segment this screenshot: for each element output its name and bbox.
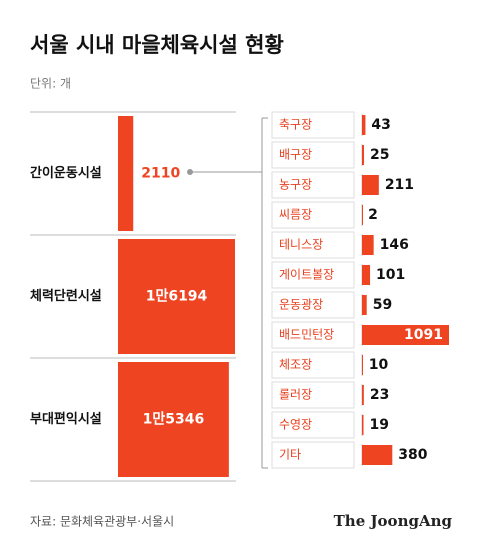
- label-box: [271, 171, 355, 199]
- value-label: 146: [380, 237, 409, 253]
- value-label: 380: [398, 447, 427, 463]
- value-label: 59: [373, 297, 392, 313]
- bar: [118, 362, 229, 477]
- category-label: 롤러장: [279, 388, 312, 402]
- value-label: 2: [368, 207, 378, 223]
- label-box: [271, 261, 355, 289]
- bar: [362, 445, 393, 465]
- value-label: 1만6194: [146, 289, 208, 305]
- value-label: 19: [370, 417, 389, 433]
- label-box: [271, 411, 355, 439]
- label-box: [271, 141, 355, 169]
- category-label: 체조장: [279, 358, 312, 372]
- label-box: [271, 351, 355, 379]
- label-box: [271, 321, 355, 349]
- bar: [362, 355, 363, 375]
- bar: [118, 116, 134, 231]
- value-label: 10: [369, 357, 389, 373]
- category-label: 축구장: [279, 118, 312, 132]
- category-label: 배드민턴장: [279, 328, 334, 342]
- category-label: 부대편익시설: [30, 411, 102, 427]
- bar: [362, 145, 364, 165]
- value-label: 211: [385, 177, 414, 193]
- label-box: [271, 111, 355, 139]
- connector-dot: [187, 169, 193, 175]
- bar: [362, 415, 364, 435]
- credit: The JoongAng: [334, 512, 453, 530]
- bar: [362, 235, 374, 255]
- bar: [362, 115, 366, 135]
- category-label: 간이운동시설: [30, 165, 102, 181]
- value-label: 25: [370, 147, 389, 163]
- value-label: 43: [371, 117, 390, 133]
- bar: [362, 325, 449, 345]
- category-label: 수영장: [279, 418, 312, 432]
- bar: [118, 239, 235, 354]
- label-box: [271, 231, 355, 259]
- category-label: 기타: [279, 448, 301, 462]
- label-box: [271, 441, 355, 469]
- bar: [362, 175, 379, 195]
- value-label: 1091: [404, 327, 443, 343]
- category-label: 씨름장: [279, 208, 312, 222]
- bar: [362, 385, 364, 405]
- chart-title: 서울 시내 마을체육시설 현황: [30, 33, 284, 57]
- value-label: 1만5346: [143, 412, 205, 428]
- category-label: 테니스장: [279, 238, 323, 252]
- label-box: [271, 201, 355, 229]
- bar: [362, 295, 367, 315]
- bar: [362, 265, 371, 285]
- label-box: [271, 381, 355, 409]
- category-label: 배구장: [279, 148, 312, 162]
- value-label: 101: [376, 267, 405, 283]
- bar: [362, 205, 363, 225]
- category-label: 체력단련시설: [30, 288, 102, 304]
- value-label: 2110: [141, 166, 180, 182]
- value-label: 23: [370, 387, 389, 403]
- unit: 단위: 개: [30, 77, 71, 91]
- label-box: [271, 291, 355, 319]
- category-label: 농구장: [279, 178, 312, 192]
- category-label: 운동광장: [279, 298, 323, 312]
- category-label: 게이트볼장: [279, 268, 334, 282]
- source: 자료: 문화체육관광부·서울시: [30, 515, 174, 529]
